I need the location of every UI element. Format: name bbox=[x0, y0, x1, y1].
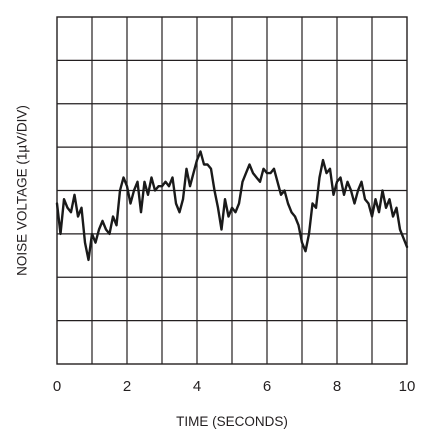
plot-border bbox=[56, 16, 408, 365]
grid bbox=[57, 17, 407, 364]
x-tick-label: 0 bbox=[53, 378, 61, 395]
x-tick-label: 10 bbox=[399, 378, 416, 395]
x-tick-label: 2 bbox=[123, 378, 131, 395]
x-tick-label: 8 bbox=[333, 378, 341, 395]
x-axis-label: TIME (SECONDS) bbox=[176, 414, 288, 429]
x-tick-label: 4 bbox=[193, 378, 201, 395]
x-tick-labels: 0 2 4 6 8 10 bbox=[53, 378, 416, 395]
y-axis-label: NOISE VOLTAGE (1µV/DIV) bbox=[15, 105, 30, 276]
x-tick-label: 6 bbox=[263, 378, 271, 395]
noise-trace-line bbox=[55, 150, 409, 262]
